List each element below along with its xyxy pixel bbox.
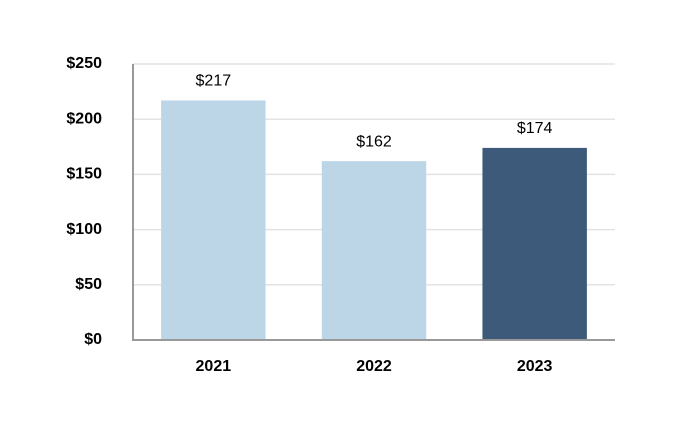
y-tick-label: $50 <box>75 276 102 293</box>
y-tick-label: $0 <box>84 331 102 348</box>
value-label: $217 <box>196 73 232 90</box>
y-tick-label: $200 <box>66 110 102 127</box>
bar <box>321 161 427 340</box>
y-tick-label: $250 <box>66 55 102 72</box>
value-label: $162 <box>356 133 392 150</box>
y-tick-label: $150 <box>66 166 102 183</box>
bar <box>482 147 587 340</box>
bar <box>161 100 266 340</box>
y-tick-label: $100 <box>66 221 102 238</box>
x-tick-label: 2023 <box>517 358 553 375</box>
x-tick-label: 2022 <box>356 358 392 375</box>
value-label: $174 <box>517 120 553 137</box>
x-tick-label: 2021 <box>196 358 232 375</box>
